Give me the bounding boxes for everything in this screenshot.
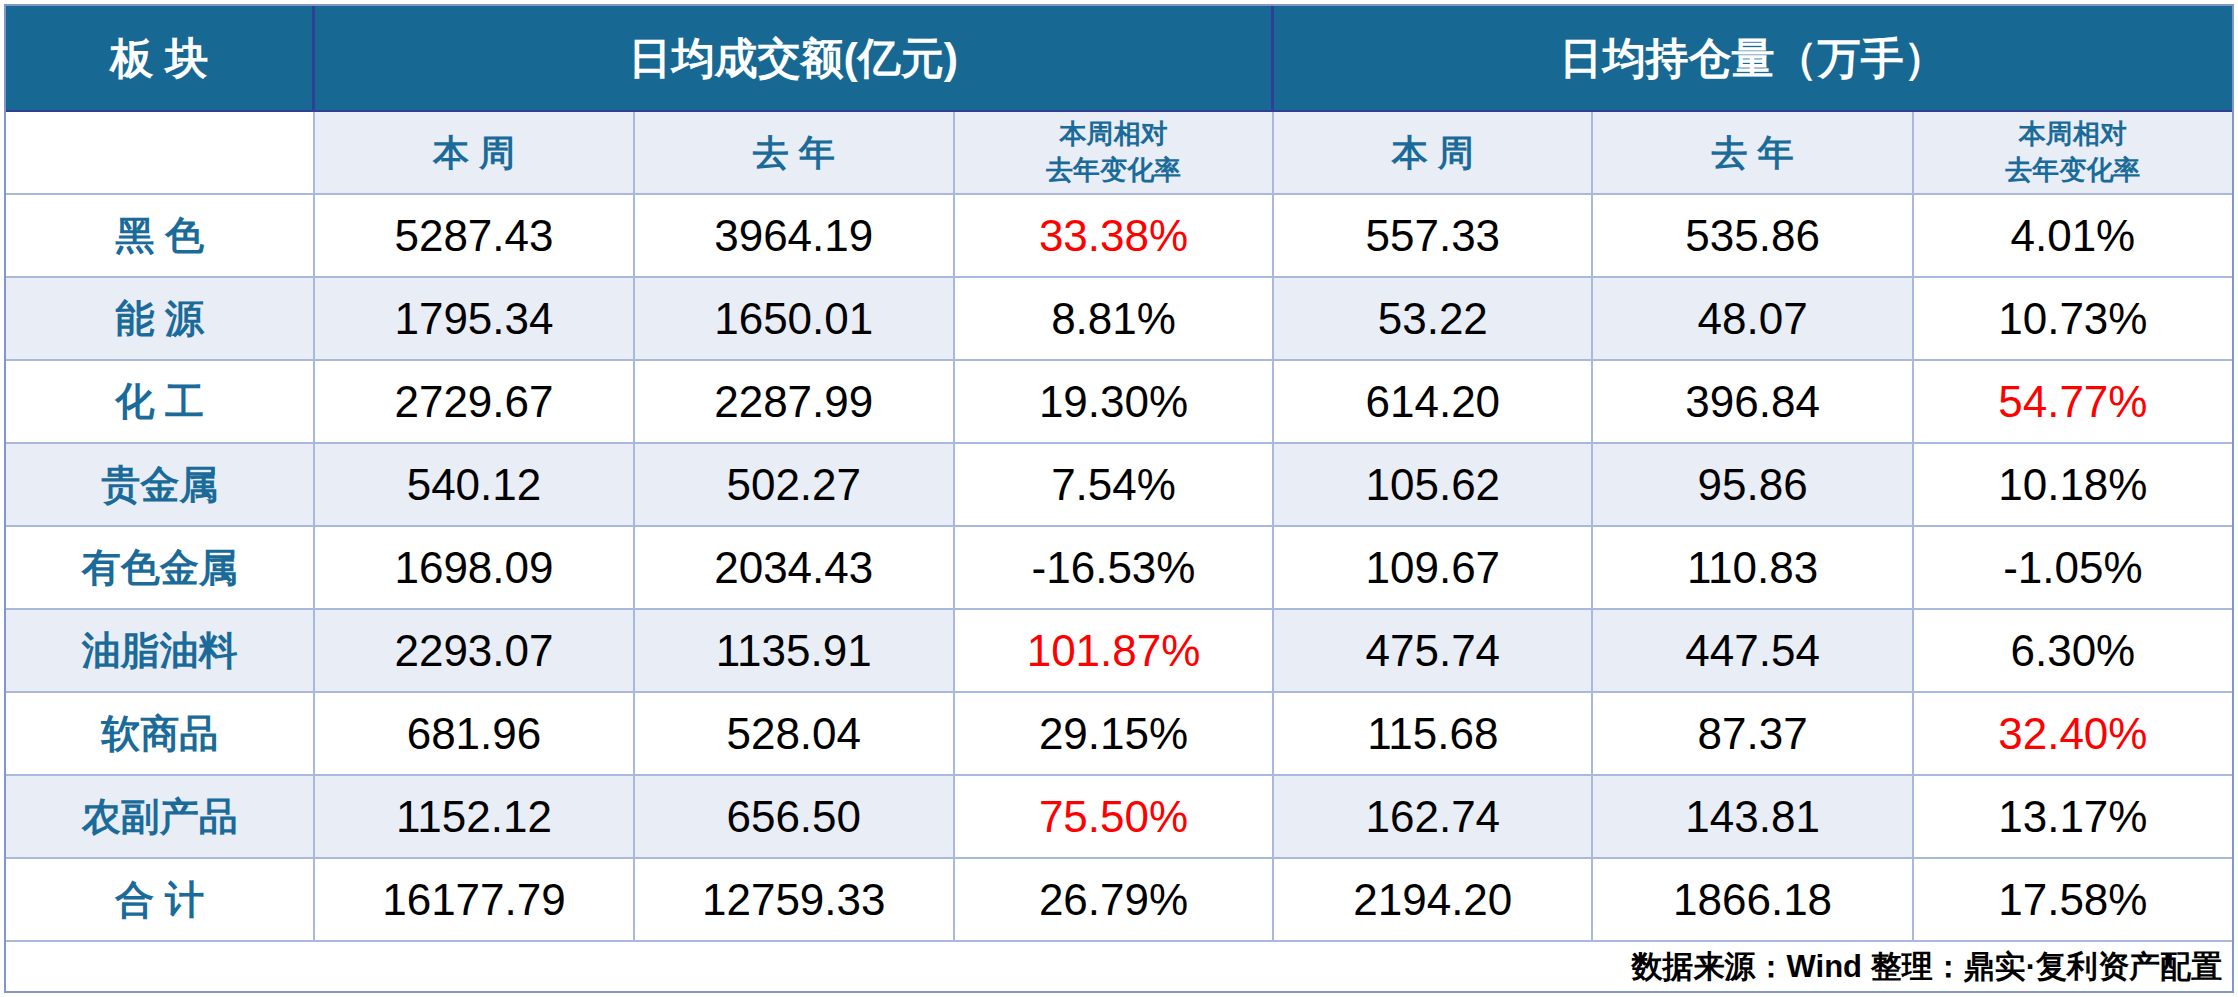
position-year-value: 535.86 bbox=[1593, 195, 1913, 278]
turnover-week-value: 540.12 bbox=[315, 444, 634, 527]
turnover-week-value: 2293.07 bbox=[315, 610, 634, 693]
turnover-week-value: 1698.09 bbox=[315, 527, 634, 610]
position-year-value: 110.83 bbox=[1593, 527, 1913, 610]
position-week-value: 2194.20 bbox=[1274, 859, 1593, 942]
sector-table: 板 块 日均成交额(亿元) 日均持仓量（万手） 本 周 去 年 本周相对 去年变… bbox=[4, 4, 2234, 993]
turnover-week-value: 5287.43 bbox=[315, 195, 634, 278]
change-rate-label: 本周相对 去年变化率 bbox=[1046, 120, 1181, 185]
position-week-value: 614.20 bbox=[1274, 361, 1593, 444]
header-turnover-group-cell: 日均成交额(亿元) bbox=[315, 6, 1274, 112]
header-position-group-cell: 日均持仓量（万手） bbox=[1274, 6, 2232, 112]
source-note: 数据来源：Wind 整理：鼎实·复利资产配置 bbox=[6, 942, 2232, 991]
subheader-turnover-week: 本 周 bbox=[315, 112, 634, 195]
position-week-value: 557.33 bbox=[1274, 195, 1593, 278]
row-label: 油脂油料 bbox=[6, 610, 315, 693]
position-change-value: 17.58% bbox=[1914, 859, 2232, 942]
position-year-value: 396.84 bbox=[1593, 361, 1913, 444]
turnover-change-value: 19.30% bbox=[955, 361, 1274, 444]
turnover-change-value: -16.53% bbox=[955, 527, 1274, 610]
subheader-position-change: 本周相对 去年变化率 bbox=[1914, 112, 2232, 195]
row-label: 合 计 bbox=[6, 859, 315, 942]
position-change-value: 54.77% bbox=[1914, 361, 2232, 444]
subheader-turnover-change: 本周相对 去年变化率 bbox=[955, 112, 1274, 195]
row-label: 农副产品 bbox=[6, 776, 315, 859]
turnover-change-value: 75.50% bbox=[955, 776, 1274, 859]
position-year-value: 48.07 bbox=[1593, 278, 1913, 361]
turnover-week-value: 681.96 bbox=[315, 693, 634, 776]
turnover-year-value: 528.04 bbox=[635, 693, 955, 776]
turnover-year-value: 2287.99 bbox=[635, 361, 955, 444]
position-year-value: 1866.18 bbox=[1593, 859, 1913, 942]
turnover-change-value: 8.81% bbox=[955, 278, 1274, 361]
turnover-week-value: 1152.12 bbox=[315, 776, 634, 859]
position-week-value: 105.62 bbox=[1274, 444, 1593, 527]
position-change-value: 32.40% bbox=[1914, 693, 2232, 776]
turnover-year-value: 656.50 bbox=[635, 776, 955, 859]
position-change-value: 6.30% bbox=[1914, 610, 2232, 693]
row-label: 软商品 bbox=[6, 693, 315, 776]
position-week-value: 53.22 bbox=[1274, 278, 1593, 361]
header-sector-cell: 板 块 bbox=[6, 6, 315, 112]
table-grid: 板 块 日均成交额(亿元) 日均持仓量（万手） 本 周 去 年 本周相对 去年变… bbox=[6, 6, 2232, 991]
turnover-change-value: 7.54% bbox=[955, 444, 1274, 527]
turnover-week-value: 2729.67 bbox=[315, 361, 634, 444]
position-week-value: 109.67 bbox=[1274, 527, 1593, 610]
turnover-year-value: 2034.43 bbox=[635, 527, 955, 610]
subheader-blank-cell bbox=[6, 112, 315, 195]
turnover-year-value: 502.27 bbox=[635, 444, 955, 527]
position-year-value: 447.54 bbox=[1593, 610, 1913, 693]
turnover-change-value: 29.15% bbox=[955, 693, 1274, 776]
row-label: 化 工 bbox=[6, 361, 315, 444]
change-rate-label: 本周相对 去年变化率 bbox=[2005, 120, 2140, 185]
turnover-week-value: 1795.34 bbox=[315, 278, 634, 361]
subheader-position-year: 去 年 bbox=[1593, 112, 1913, 195]
position-change-value: -1.05% bbox=[1914, 527, 2232, 610]
position-year-value: 95.86 bbox=[1593, 444, 1913, 527]
turnover-year-value: 1135.91 bbox=[635, 610, 955, 693]
turnover-change-value: 101.87% bbox=[955, 610, 1274, 693]
turnover-change-value: 33.38% bbox=[955, 195, 1274, 278]
row-label: 能 源 bbox=[6, 278, 315, 361]
position-week-value: 475.74 bbox=[1274, 610, 1593, 693]
row-label: 有色金属 bbox=[6, 527, 315, 610]
position-year-value: 87.37 bbox=[1593, 693, 1913, 776]
position-change-value: 13.17% bbox=[1914, 776, 2232, 859]
position-year-value: 143.81 bbox=[1593, 776, 1913, 859]
position-change-value: 10.73% bbox=[1914, 278, 2232, 361]
turnover-year-value: 3964.19 bbox=[635, 195, 955, 278]
position-week-value: 115.68 bbox=[1274, 693, 1593, 776]
position-change-value: 10.18% bbox=[1914, 444, 2232, 527]
turnover-week-value: 16177.79 bbox=[315, 859, 634, 942]
position-change-value: 4.01% bbox=[1914, 195, 2232, 278]
row-label: 黑 色 bbox=[6, 195, 315, 278]
turnover-year-value: 12759.33 bbox=[635, 859, 955, 942]
position-week-value: 162.74 bbox=[1274, 776, 1593, 859]
turnover-year-value: 1650.01 bbox=[635, 278, 955, 361]
row-label: 贵金属 bbox=[6, 444, 315, 527]
subheader-position-week: 本 周 bbox=[1274, 112, 1593, 195]
subheader-turnover-year: 去 年 bbox=[635, 112, 955, 195]
turnover-change-value: 26.79% bbox=[955, 859, 1274, 942]
